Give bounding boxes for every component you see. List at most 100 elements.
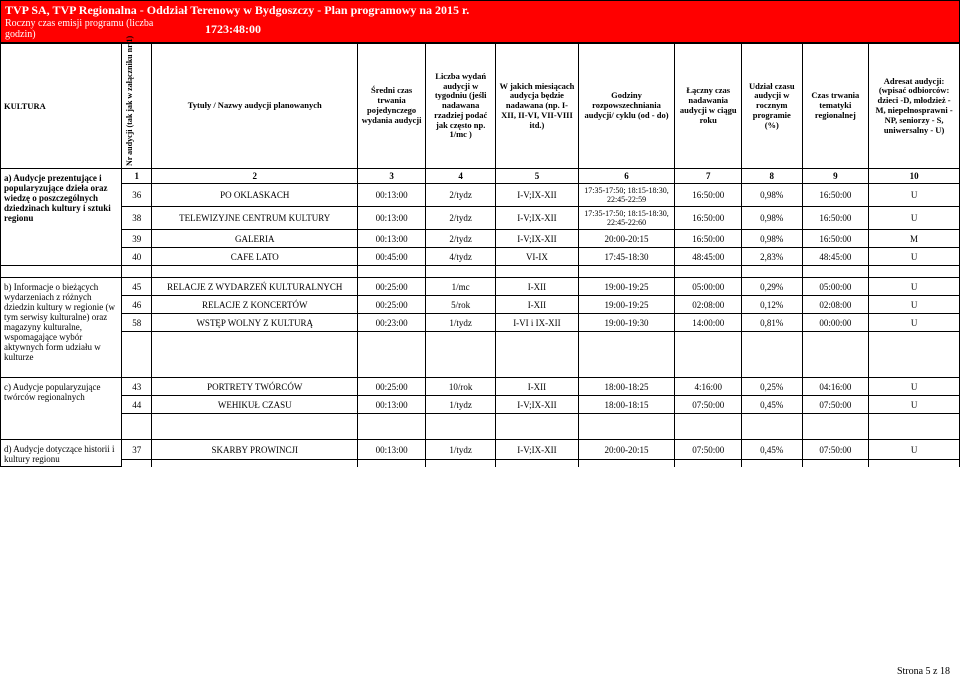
cell-nr: 38 <box>122 207 152 230</box>
cell-reg: 05:00:00 <box>802 278 869 296</box>
cell-reg: 00:00:00 <box>802 314 869 332</box>
cell-reg: 16:50:00 <box>802 230 869 248</box>
cell-total: 02:08:00 <box>675 296 742 314</box>
section-d-label: d) Audycje dotyczące historii i kultury … <box>1 440 122 467</box>
cell-reg: 16:50:00 <box>802 184 869 207</box>
cell-freq: 4/tydz <box>426 248 496 266</box>
coln-5: 5 <box>496 169 578 184</box>
table-row: 38 TELEWIZYJNE CENTRUM KULTURY 00:13:00 … <box>1 207 960 230</box>
cell-title: RELACJE Z WYDARZEŃ KULTURALNYCH <box>152 278 358 296</box>
col-total: Łączny czas nadawania audycji w ciągu ro… <box>675 44 742 169</box>
table-row: 39 GALERIA 00:13:00 2/tydz I-V;IX-XII 20… <box>1 230 960 248</box>
cell-months: I-XII <box>496 278 578 296</box>
col-avg: Średni czas trwania pojedynczego wydania… <box>358 44 426 169</box>
col-freq: Liczba wydań audycji w tygodniu (jeśli n… <box>426 44 496 169</box>
cell-aud: U <box>869 248 960 266</box>
table-row: d) Audycje dotyczące historii i kultury … <box>1 440 960 460</box>
cell-title: PO OKLASKACH <box>152 184 358 207</box>
gap-row <box>1 352 960 372</box>
col-number-row: a) Audycje prezentujące i popularyzujące… <box>1 169 960 184</box>
cell-hours: 19:00-19:25 <box>578 278 675 296</box>
cell-nr: 58 <box>122 314 152 332</box>
cell-avg: 00:25:00 <box>358 278 426 296</box>
table-row: 58 WSTĘP WOLNY Z KULTURĄ 00:23:00 1/tydz… <box>1 314 960 332</box>
section-b-label: b) Informacje o bieżących wydarzeniach z… <box>1 278 122 378</box>
table-row: 44 WEHIKUŁ CZASU 00:13:00 1/tydz I-V;IX-… <box>1 396 960 414</box>
cell-title: RELACJE Z KONCERTÓW <box>152 296 358 314</box>
cell-share: 0,98% <box>742 230 803 248</box>
section-a-label: a) Audycje prezentujące i popularyzujące… <box>1 169 122 266</box>
time-value: 1723:48:00 <box>205 22 261 37</box>
cell-avg: 00:25:00 <box>358 378 426 396</box>
table-row: 46 RELACJE Z KONCERTÓW 00:25:00 5/rok I-… <box>1 296 960 314</box>
cell-hours: 17:35-17:50; 18:15-18:30, 22:45-22:60 <box>578 207 675 230</box>
cell-aud: U <box>869 314 960 332</box>
coln-7: 7 <box>675 169 742 184</box>
cell-avg: 00:23:00 <box>358 314 426 332</box>
cell-nr: 40 <box>122 248 152 266</box>
cell-share: 0,98% <box>742 207 803 230</box>
coln-8: 8 <box>742 169 803 184</box>
cell-freq: 2/tydz <box>426 230 496 248</box>
table-row: b) Informacje o bieżących wydarzeniach z… <box>1 278 960 296</box>
header-bar: TVP SA, TVP Regionalna - Oddział Terenow… <box>0 0 960 43</box>
cell-months: I-V;IX-XII <box>496 207 578 230</box>
cell-months: I-VI i IX-XII <box>496 314 578 332</box>
cell-aud: U <box>869 278 960 296</box>
cell-total: 4:16:00 <box>675 378 742 396</box>
cell-title: TELEWIZYJNE CENTRUM KULTURY <box>152 207 358 230</box>
cell-aud: U <box>869 440 960 460</box>
col-share: Udział czasu audycji w rocznym programie… <box>742 44 803 169</box>
cell-aud: U <box>869 207 960 230</box>
time-row: Roczny czas emisji programu (liczba godz… <box>5 18 955 40</box>
coln-4: 4 <box>426 169 496 184</box>
cell-hours: 18:00-18:15 <box>578 396 675 414</box>
cell-avg: 00:13:00 <box>358 396 426 414</box>
cell-nr: 46 <box>122 296 152 314</box>
cell-hours: 20:00-20:15 <box>578 230 675 248</box>
cell-freq: 2/tydz <box>426 184 496 207</box>
cell-months: I-V;IX-XII <box>496 184 578 207</box>
cell-share: 0,81% <box>742 314 803 332</box>
program-table: KULTURA Nr audycji (tak jak w załączniku… <box>0 43 960 467</box>
cell-nr: 44 <box>122 396 152 414</box>
cell-reg: 07:50:00 <box>802 396 869 414</box>
cell-aud: U <box>869 378 960 396</box>
cell-reg: 07:50:00 <box>802 440 869 460</box>
cell-hours: 19:00-19:30 <box>578 314 675 332</box>
col-nr: Nr audycji (tak jak w załączniku nr 1) <box>122 44 152 169</box>
col-reg: Czas trwania tematyki regionalnej <box>802 44 869 169</box>
page-footer: Strona 5 z 18 <box>897 666 950 677</box>
cell-nr: 43 <box>122 378 152 396</box>
header-row: KULTURA Nr audycji (tak jak w załączniku… <box>1 44 960 169</box>
cell-freq: 2/tydz <box>426 207 496 230</box>
cell-months: I-V;IX-XII <box>496 230 578 248</box>
coln-1: 1 <box>122 169 152 184</box>
cell-nr: 45 <box>122 278 152 296</box>
cell-freq: 5/rok <box>426 296 496 314</box>
cell-total: 14:00:00 <box>675 314 742 332</box>
cell-avg: 00:13:00 <box>358 230 426 248</box>
cell-avg: 00:13:00 <box>358 207 426 230</box>
cell-reg: 16:50:00 <box>802 207 869 230</box>
coln-9: 9 <box>802 169 869 184</box>
cell-total: 07:50:00 <box>675 440 742 460</box>
cell-hours: 18:00-18:25 <box>578 378 675 396</box>
cell-title: SKARBY PROWINCJI <box>152 440 358 460</box>
cell-title: PORTRETY TWÓRCÓW <box>152 378 358 396</box>
coln-3: 3 <box>358 169 426 184</box>
cell-total: 07:50:00 <box>675 396 742 414</box>
cell-months: I-V;IX-XII <box>496 396 578 414</box>
gap-row <box>1 332 960 352</box>
section-c-label: c) Audycje popularyzujące twórców region… <box>1 378 122 440</box>
cell-total: 16:50:00 <box>675 230 742 248</box>
cell-months: VI-IX <box>496 248 578 266</box>
cell-share: 2,83% <box>742 248 803 266</box>
cell-share: 0,25% <box>742 378 803 396</box>
cell-avg: 00:25:00 <box>358 296 426 314</box>
cell-aud: U <box>869 396 960 414</box>
doc-title: TVP SA, TVP Regionalna - Oddział Terenow… <box>5 3 955 18</box>
cell-freq: 1/tydz <box>426 314 496 332</box>
cell-hours: 17:35-17:50; 18:15-18:30, 22:45-22:59 <box>578 184 675 207</box>
cell-total: 16:50:00 <box>675 184 742 207</box>
